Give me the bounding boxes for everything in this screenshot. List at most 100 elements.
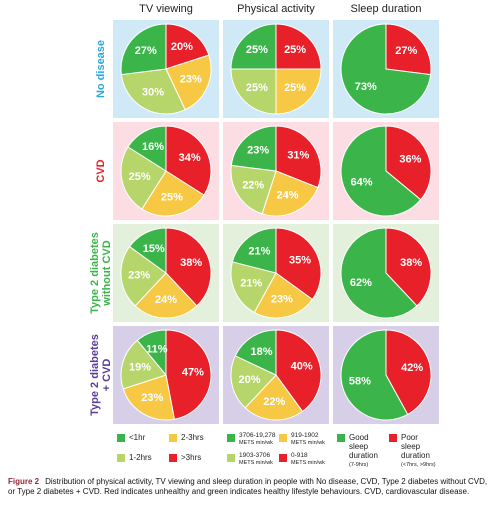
pie-slice	[230, 355, 277, 409]
value-label: 22%	[263, 396, 285, 408]
legend-label: Poor sleep duration	[401, 433, 430, 460]
pie-slice	[165, 227, 212, 307]
row-label: CVD	[95, 159, 107, 182]
value-label: 18%	[251, 346, 273, 358]
legend-label: Good sleep duration	[349, 433, 378, 460]
value-label: 34%	[179, 152, 201, 164]
caption-text: Distribution of physical activity, TV vi…	[8, 477, 488, 496]
legend-item: 2-3hrs	[169, 433, 219, 442]
legend-swatch	[227, 454, 235, 462]
legend-unit: METS min/wk	[239, 459, 273, 466]
value-label: 23%	[128, 269, 150, 281]
value-label: 36%	[399, 153, 421, 165]
pie-slice	[165, 329, 212, 420]
pie-slice	[128, 227, 167, 274]
pie-slice	[120, 245, 167, 307]
legend-item: Good sleep duration (7-9hrs)	[337, 433, 387, 469]
legend-item: Poor sleep duration (<7hrs, >9hrs)	[389, 433, 439, 469]
value-label: 22%	[242, 179, 264, 191]
legend-item: <1hr	[117, 433, 167, 442]
legend-swatch	[279, 454, 287, 462]
row-label: without CVD	[101, 240, 113, 306]
legend-text: 3706-19,278 METS min/wk	[239, 432, 277, 446]
value-label: 47%	[182, 366, 204, 378]
pie-slice	[134, 272, 198, 319]
value-label: 31%	[287, 150, 309, 162]
pie-slice	[231, 227, 277, 274]
legend-unit: METS min/wk	[291, 459, 325, 466]
legend-item: >3hrs	[169, 453, 219, 462]
value-label: 11%	[146, 344, 168, 356]
legend-label: 2-3hrs	[181, 433, 204, 442]
caption-label: Figure 2	[8, 477, 40, 486]
value-label: 25%	[284, 44, 306, 56]
pie-slice	[340, 23, 432, 115]
legend-label: <1hr	[129, 433, 146, 442]
row-label: No disease	[95, 40, 107, 98]
legend-item: 1903-3706 METS min/wk	[227, 452, 277, 466]
legend-item: 1-2hrs	[117, 453, 167, 462]
value-label: 25%	[161, 191, 183, 203]
legend-text: 0-918 METS min/wk	[291, 452, 329, 466]
column-title: Sleep duration	[351, 3, 422, 15]
pie-slice	[120, 339, 167, 390]
legend-label: 0-918	[291, 452, 308, 459]
pie-slice	[120, 68, 186, 115]
column-title: TV viewing	[139, 3, 193, 15]
row-label: + CVD	[101, 359, 113, 392]
legend-note: (<7hrs, >9hrs)	[401, 462, 436, 468]
legend-item: 0-918 METS min/wk	[279, 452, 329, 466]
legend-text: 2-3hrs	[181, 433, 219, 442]
legend-swatch	[227, 434, 235, 442]
legend-text: >3hrs	[181, 453, 219, 462]
pie-slice	[230, 261, 277, 314]
pie-slice	[165, 23, 210, 70]
value-label: 27%	[135, 45, 157, 57]
pie-slice	[120, 23, 167, 76]
legend-swatch	[389, 434, 397, 442]
legend-unit: METS min/wk	[239, 439, 273, 446]
value-label: 30%	[142, 87, 164, 99]
pie-slice	[136, 329, 167, 377]
pie-slice	[127, 125, 167, 172]
pie-slice	[230, 68, 277, 115]
value-label: 27%	[395, 45, 417, 57]
pie-slice	[385, 329, 432, 416]
column-title: Physical activity	[237, 3, 315, 15]
legend-item: 919-1902 METS min/wk	[279, 432, 329, 446]
legend-swatch	[337, 434, 345, 442]
legend-text: 919-1902 METS min/wk	[291, 432, 329, 446]
value-label: 38%	[400, 257, 422, 269]
value-label: 21%	[240, 278, 262, 290]
pie-slice	[275, 125, 322, 189]
value-label: 15%	[143, 243, 165, 255]
pie-slice	[275, 68, 322, 115]
value-label: 16%	[142, 141, 164, 153]
pie-slice	[385, 23, 432, 76]
value-label: 73%	[355, 81, 377, 93]
legend-label: 1903-3706	[239, 452, 271, 459]
value-label: 24%	[276, 189, 298, 201]
value-label: 21%	[248, 246, 270, 258]
value-label: 20%	[238, 374, 260, 386]
pie-slice	[120, 146, 167, 210]
row-label: Type 2 diabetes	[89, 232, 101, 314]
row-label: Type 2 diabetes	[89, 334, 101, 416]
value-label: 23%	[180, 74, 202, 86]
pie-slice	[340, 125, 422, 217]
pie-slice	[340, 329, 409, 421]
value-label: 25%	[246, 44, 268, 56]
pie-slice	[230, 23, 277, 70]
pie-slice	[253, 272, 314, 319]
legend-label: >3hrs	[181, 453, 202, 462]
value-label: 58%	[349, 376, 371, 388]
pie-slice	[165, 54, 212, 111]
legend-text: Poor sleep duration (<7hrs, >9hrs)	[401, 433, 439, 469]
value-label: 25%	[129, 171, 151, 183]
pie-slice	[261, 170, 319, 217]
legend-item: 3706-19,278 METS min/wk	[227, 432, 277, 446]
legend-text: 1903-3706 METS min/wk	[239, 452, 277, 466]
legend-text: Good sleep duration (7-9hrs)	[349, 433, 387, 469]
legend-note: (7-9hrs)	[349, 462, 369, 468]
